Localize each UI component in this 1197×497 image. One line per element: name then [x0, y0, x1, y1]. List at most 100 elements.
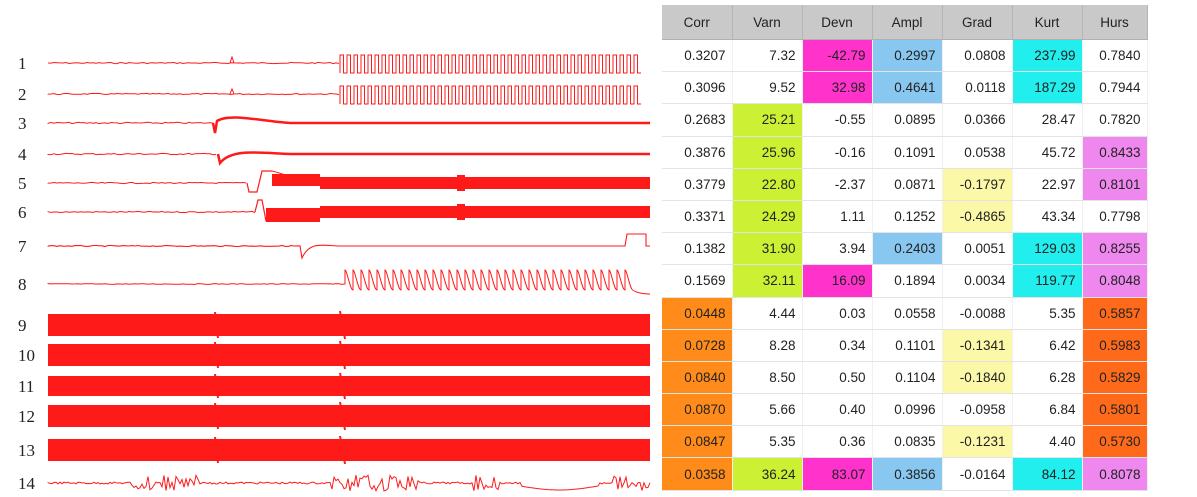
trace-row-label: 13: [18, 441, 35, 460]
trace-row-label: 10: [18, 346, 35, 365]
column-header-kurt: Kurt: [1012, 5, 1083, 40]
column-header-grad: Grad: [942, 5, 1013, 40]
table-cell: 4.44: [732, 297, 803, 330]
table-cell: 22.80: [732, 168, 803, 201]
table-cell: 0.7798: [1082, 200, 1148, 234]
trace-row-label: 2: [18, 85, 27, 104]
trace-9-band: [48, 314, 650, 336]
trace-2-pulses: [339, 85, 641, 105]
table-cell: -0.1797: [942, 168, 1013, 201]
trace-1-pulses: [339, 54, 641, 74]
table-cell: 0.3876: [662, 136, 733, 169]
table-cell: 0.0870: [662, 393, 733, 427]
table-row: 0.3779 22.80 -2.37 0.0871 -0.1797 22.97 0.8101: [662, 168, 1148, 201]
table-cell: 84.12: [1012, 457, 1083, 491]
table-row: 0.0870 5.66 0.40 0.0996 -0.0958 6.84 0.5801: [662, 393, 1148, 427]
table-cell: 32.98: [802, 71, 873, 105]
trace-10-band: [48, 344, 650, 366]
table-cell: 22.97: [1012, 168, 1083, 201]
table-row: 0.0847 5.35 0.36 0.0835 -0.1231 4.40 0.5730: [662, 425, 1148, 459]
table-cell: 7.32: [732, 39, 803, 73]
trace-row-label: 11: [18, 377, 34, 396]
table-cell: 83.07: [802, 457, 873, 491]
table-cell: 5.66: [732, 393, 803, 427]
table-cell: 8.50: [732, 361, 803, 395]
table-cell: 5.35: [732, 425, 803, 459]
table-cell: -42.79: [802, 39, 873, 73]
table-cell: 0.0835: [872, 425, 943, 459]
trace-4-response: [216, 151, 650, 166]
table-cell: 45.72: [1012, 136, 1083, 169]
table-cell: 0.50: [802, 361, 873, 395]
table-cell: 6.28: [1012, 361, 1083, 395]
table-cell: 36.24: [732, 457, 803, 491]
trace-row-label: 7: [18, 237, 27, 256]
trace-row-label: 14: [18, 474, 36, 493]
table-cell: 0.4641: [872, 71, 943, 105]
table-cell: 0.1091: [872, 136, 943, 169]
table-cell: 0.0051: [942, 232, 1013, 266]
table-cell: 8.28: [732, 329, 803, 362]
table-cell: 129.03: [1012, 232, 1083, 266]
table-cell: 0.3096: [662, 71, 733, 105]
table-cell: 6.42: [1012, 329, 1083, 362]
table-cell: -0.0958: [942, 393, 1013, 427]
table-cell: 0.0538: [942, 136, 1013, 169]
trace-row-label: 9: [18, 316, 27, 335]
trace-row-label: 5: [18, 174, 27, 193]
table-cell: -2.37: [802, 168, 873, 201]
table-cell: 0.5730: [1082, 425, 1148, 459]
table-cell: 0.7944: [1082, 71, 1148, 105]
table-cell: -0.1840: [942, 361, 1013, 395]
table-header-row: Corr Varn Devn Ampl Grad Kurt Hurs: [662, 5, 1148, 40]
trace-8: [47, 269, 651, 295]
table-cell: 0.3856: [872, 457, 943, 491]
trace-6-oscillation-b: [320, 206, 650, 218]
table-cell: 24.29: [732, 200, 803, 234]
column-header-ampl: Ampl: [872, 5, 943, 40]
table-cell: 9.52: [732, 71, 803, 105]
table-cell: 0.1252: [872, 200, 943, 234]
table-cell: 0.0871: [872, 168, 943, 201]
table-cell: 0.2403: [872, 232, 943, 266]
table-cell: -0.0088: [942, 297, 1013, 330]
trace-1: [47, 55, 340, 65]
table-cell: -0.4865: [942, 200, 1013, 234]
table-cell: 0.7840: [1082, 39, 1148, 73]
table-cell: 43.34: [1012, 200, 1083, 234]
table-cell: 0.03: [802, 297, 873, 330]
trace-6-spike: [457, 204, 465, 220]
trace-13-band: [48, 439, 650, 461]
table-cell: 0.0895: [872, 103, 943, 137]
table-row: 0.3876 25.96 -0.16 0.1091 0.0538 45.72 0.8433: [662, 136, 1148, 169]
trace-row-label: 4: [18, 145, 27, 164]
trace-14: [47, 473, 651, 492]
table-cell: 0.0366: [942, 103, 1013, 137]
trace-5-step: [246, 170, 272, 193]
trace-5: [47, 181, 247, 185]
table-cell: 0.3371: [662, 200, 733, 234]
trace-5-spike: [457, 175, 465, 191]
table-row: 0.0728 8.28 0.34 0.1101 -0.1341 6.42 0.5983: [662, 329, 1148, 362]
table-row: 0.3207 7.32 -42.79 0.2997 0.0808 237.99 0.7840: [662, 39, 1148, 73]
table-cell: 0.0448: [662, 297, 733, 330]
table-cell: 0.1569: [662, 264, 733, 298]
table-cell: 0.0358: [662, 457, 733, 491]
trace-11-band: [48, 376, 650, 396]
table-cell: 1.11: [802, 200, 873, 234]
trace-row-label: 12: [18, 407, 35, 426]
table-row: 0.2683 25.21 -0.55 0.0895 0.0366 28.47 0.7820: [662, 103, 1148, 137]
table-cell: 0.0996: [872, 393, 943, 427]
table-cell: 0.0034: [942, 264, 1013, 298]
table-cell: 0.1104: [872, 361, 943, 395]
table-cell: 0.0840: [662, 361, 733, 395]
trace-5-oscillation-b: [320, 177, 650, 189]
table-cell: 0.0558: [872, 297, 943, 330]
table-cell: 0.3207: [662, 39, 733, 73]
table-row: 0.1569 32.11 16.09 0.1894 0.0034 119.77 0.8048: [662, 264, 1148, 298]
table-cell: 0.8433: [1082, 136, 1148, 169]
table-cell: 5.35: [1012, 297, 1083, 330]
column-header-corr: Corr: [662, 5, 733, 40]
table-cell: 0.1894: [872, 264, 943, 298]
table-cell: 0.5983: [1082, 329, 1148, 362]
